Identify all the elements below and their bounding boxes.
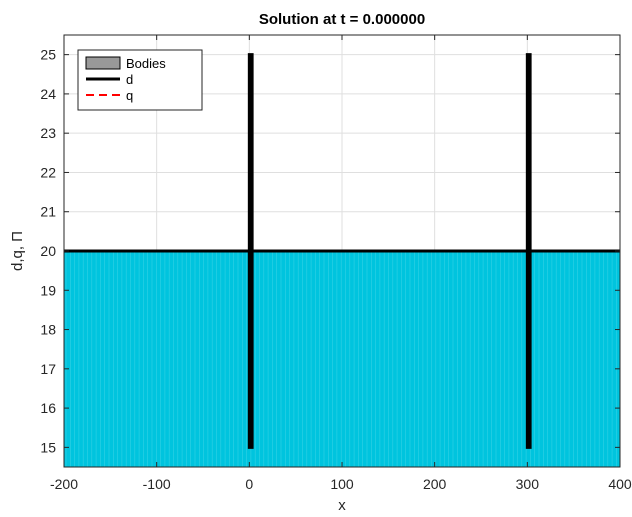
body [525,53,532,449]
x-ticks: -200 -100 0 100 200 300 400 [50,35,632,492]
x-tick-label: 0 [245,476,253,492]
y-tick-label: 24 [40,86,56,102]
legend-label-d: d [126,72,133,87]
body [247,53,254,449]
y-tick-label: 23 [40,125,56,141]
water-texture [65,251,617,467]
y-tick-label: 19 [40,282,56,298]
y-tick-label: 20 [40,243,56,259]
x-tick-label: 200 [423,476,447,492]
y-tick-label: 16 [40,400,56,416]
bodies [247,53,532,449]
y-tick-label: 18 [40,322,56,338]
y-tick-label: 15 [40,439,56,455]
x-tick-label: -200 [50,476,78,492]
x-tick-label: 300 [516,476,540,492]
x-axis-label: x [338,497,346,514]
water-fill [64,251,620,467]
y-tick-label: 21 [40,204,56,220]
legend-label-Bodies: Bodies [126,56,166,71]
x-tick-label: 100 [330,476,354,492]
legend-label-q: q [126,88,133,103]
y-tick-label: 25 [40,47,56,63]
y-tick-label: 17 [40,361,56,377]
legend-swatch-Bodies [85,56,121,70]
y-axis-label: d,q, Π [9,231,26,271]
x-tick-label: -100 [143,476,171,492]
chart-title: Solution at t = 0.000000 [259,11,425,28]
x-tick-label: 400 [608,476,632,492]
y-ticks: 15 16 17 18 19 20 21 22 23 24 25 [40,47,620,455]
y-tick-label: 22 [40,164,56,180]
